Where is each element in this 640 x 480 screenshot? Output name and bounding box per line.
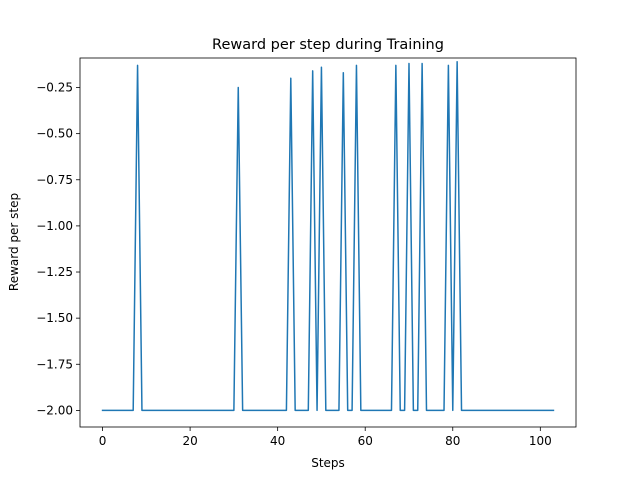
y-tick-label: −0.75 xyxy=(36,173,73,187)
y-tick-label: −1.00 xyxy=(36,219,73,233)
x-tick-label: 60 xyxy=(358,434,373,448)
y-axis-title: Reward per step xyxy=(7,193,21,291)
x-axis: 0 20 40 60 80 100 xyxy=(99,427,552,448)
reward-series-line xyxy=(101,60,555,412)
x-tick-label: 0 xyxy=(99,434,107,448)
y-tick-label: −0.50 xyxy=(36,127,73,141)
x-tick-label: 40 xyxy=(270,434,285,448)
axes-frame xyxy=(79,57,577,428)
x-tick-label: 100 xyxy=(529,434,552,448)
x-tick-label: 20 xyxy=(182,434,197,448)
chart-title: Reward per step during Training xyxy=(212,37,444,53)
x-axis-title: Steps xyxy=(311,456,345,470)
x-tick-label: 80 xyxy=(445,434,460,448)
y-tick-label: −1.50 xyxy=(36,311,73,325)
y-tick-label: −1.25 xyxy=(36,265,73,279)
y-tick-label: −0.25 xyxy=(36,81,73,95)
y-axis: −2.00 −1.75 −1.50 −1.25 −1.00 −0.75 −0.50 −0.25 xyxy=(36,81,80,417)
y-tick-label: −2.00 xyxy=(36,403,73,417)
y-tick-label: −1.75 xyxy=(36,357,73,371)
plot-area xyxy=(101,60,555,412)
